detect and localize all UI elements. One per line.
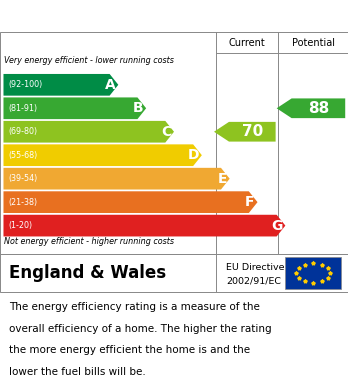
Text: A: A (105, 78, 116, 92)
Text: lower the fuel bills will be.: lower the fuel bills will be. (9, 367, 145, 377)
Polygon shape (3, 97, 146, 119)
Text: (39-54): (39-54) (9, 174, 38, 183)
Text: the more energy efficient the home is and the: the more energy efficient the home is an… (9, 346, 250, 355)
Text: D: D (188, 148, 199, 162)
Polygon shape (214, 122, 276, 142)
Text: G: G (271, 219, 283, 233)
Text: (92-100): (92-100) (9, 80, 43, 89)
Text: Not energy efficient - higher running costs: Not energy efficient - higher running co… (4, 237, 174, 246)
Polygon shape (3, 74, 118, 96)
Text: 88: 88 (308, 101, 329, 116)
Text: (81-91): (81-91) (9, 104, 38, 113)
Text: B: B (133, 101, 143, 115)
Polygon shape (277, 99, 345, 118)
Text: C: C (161, 125, 171, 139)
Text: The energy efficiency rating is a measure of the: The energy efficiency rating is a measur… (9, 302, 260, 312)
Polygon shape (3, 121, 174, 143)
Polygon shape (3, 191, 258, 213)
Text: (1-20): (1-20) (9, 221, 33, 230)
Text: F: F (245, 195, 255, 209)
Text: 2002/91/EC: 2002/91/EC (226, 276, 281, 285)
Text: E: E (218, 172, 227, 186)
Text: (21-38): (21-38) (9, 197, 38, 207)
Bar (285, 257, 341, 289)
Text: Very energy efficient - lower running costs: Very energy efficient - lower running co… (4, 56, 174, 65)
Text: England & Wales: England & Wales (9, 264, 166, 282)
Text: EU Directive: EU Directive (226, 263, 285, 272)
Polygon shape (3, 168, 230, 190)
Text: (55-68): (55-68) (9, 151, 38, 160)
Text: Energy Efficiency Rating: Energy Efficiency Rating (9, 9, 229, 23)
Text: overall efficiency of a home. The higher the rating: overall efficiency of a home. The higher… (9, 324, 271, 334)
Text: Current: Current (229, 38, 266, 48)
Polygon shape (3, 144, 202, 166)
Polygon shape (3, 215, 285, 237)
Text: Potential: Potential (292, 38, 335, 48)
Text: (69-80): (69-80) (9, 127, 38, 136)
Text: 70: 70 (242, 124, 263, 139)
